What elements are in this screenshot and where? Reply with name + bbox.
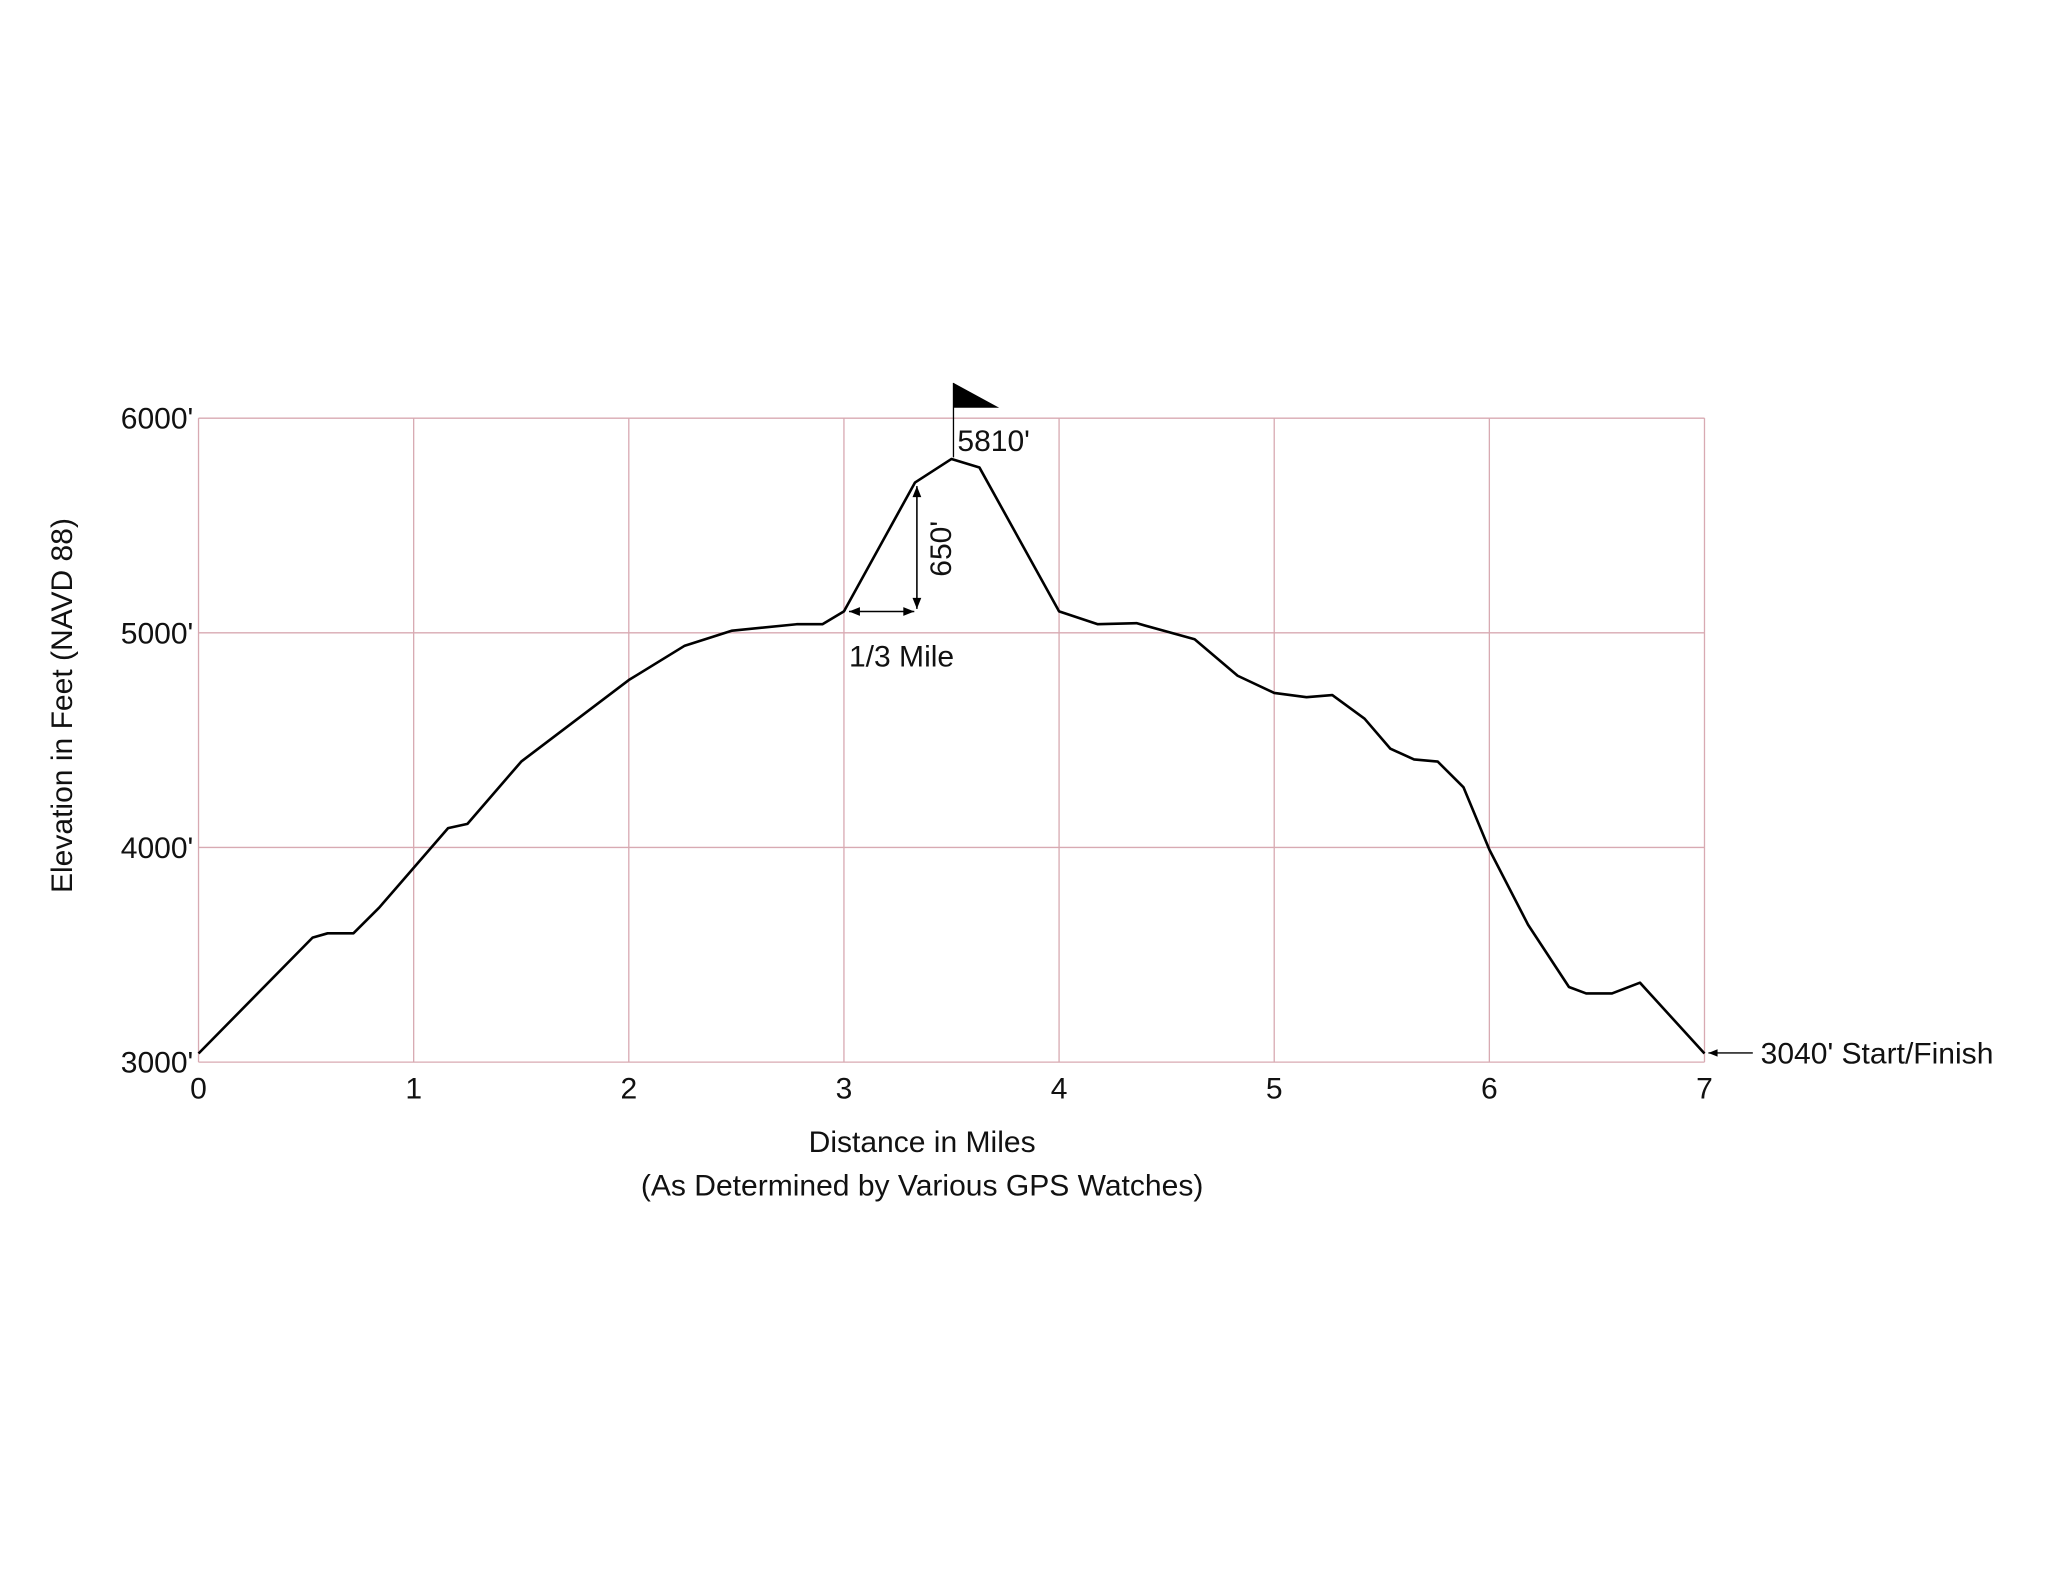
- y-tick-label: 5000': [121, 617, 194, 650]
- grid: [197, 417, 1706, 1063]
- span-label: 1/3 Mile: [849, 640, 954, 673]
- x-tick-label: 4: [1051, 1073, 1068, 1106]
- x-tick-label: 1: [405, 1073, 422, 1106]
- summit-flag: [953, 382, 1000, 408]
- x-tick-label: 5: [1266, 1073, 1283, 1106]
- x-tick-label: 2: [620, 1073, 637, 1106]
- x-tick-label: 3: [836, 1073, 853, 1106]
- summit-label: 5810': [957, 425, 1030, 458]
- climb-label: 650': [925, 521, 958, 577]
- x-tick-label: 7: [1696, 1073, 1713, 1106]
- start-label: 3040' Start/Finish: [1761, 1037, 1994, 1070]
- y-tick-label: 3000': [121, 1047, 194, 1080]
- x-tick-label: 0: [190, 1073, 207, 1106]
- elevation-line: [197, 457, 1706, 1055]
- y-tick-label: 4000': [121, 832, 194, 865]
- y-tick-label: 6000': [121, 403, 194, 436]
- x-tick-label: 6: [1481, 1073, 1498, 1106]
- x-axis-title: Distance in Miles: [809, 1126, 1036, 1159]
- y-axis-title: Elevation in Feet (NAVD 88): [46, 518, 79, 893]
- x-axis-subtitle: (As Determined by Various GPS Watches): [641, 1169, 1203, 1202]
